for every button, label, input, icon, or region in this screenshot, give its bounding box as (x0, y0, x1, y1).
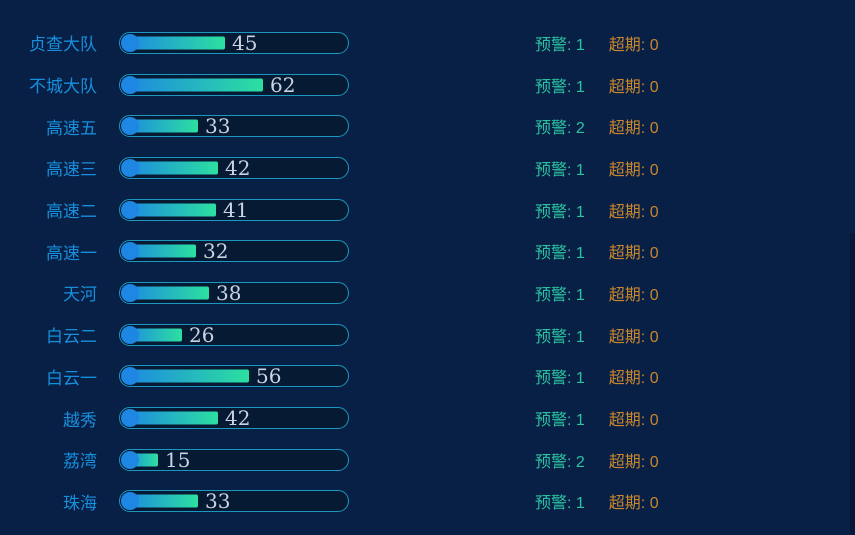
overdue-stat: 超期: 0 (608, 286, 659, 304)
progress-bar: 42 (119, 155, 349, 180)
department-label: 荔湾 (63, 452, 97, 472)
progress-fill (124, 494, 198, 508)
progress-fill (124, 244, 196, 258)
department-row: 天河 38 预警: 1 超期: 0 (0, 272, 855, 314)
warning-stat: 预警: 1 (535, 495, 585, 513)
department-label: 不城大队 (29, 77, 97, 97)
progress-start-dot (121, 492, 139, 511)
department-label: 高速二 (46, 202, 97, 222)
department-label: 珠海 (63, 493, 97, 513)
progress-start-dot (121, 75, 139, 94)
progress-start-dot (121, 283, 139, 302)
overdue-stat: 超期: 0 (608, 36, 659, 54)
progress-bar: 33 (119, 114, 349, 139)
progress-bar: 26 (119, 322, 349, 347)
progress-fill (124, 36, 225, 50)
progress-fill (124, 411, 218, 425)
overdue-stat: 超期: 0 (608, 245, 659, 263)
progress-fill (124, 119, 198, 133)
department-row: 高速五 33 预警: 2 超期: 0 (0, 105, 855, 147)
progress-value: 41 (223, 197, 249, 222)
progress-start-dot (121, 409, 139, 428)
department-row: 荔湾 15 预警: 2 超期: 0 (0, 439, 855, 481)
overdue-stat: 超期: 0 (608, 453, 659, 471)
department-row: 高速二 41 预警: 1 超期: 0 (0, 189, 855, 231)
progress-fill (124, 78, 263, 92)
progress-bar: 45 (119, 30, 349, 55)
progress-fill (124, 161, 218, 175)
warning-stat: 预警: 1 (535, 245, 585, 263)
overdue-stat: 超期: 0 (608, 412, 659, 430)
department-row: 不城大队 62 预警: 1 超期: 0 (0, 64, 855, 106)
progress-bar: 38 (119, 280, 349, 305)
department-row: 珠海 33 预警: 1 超期: 0 (0, 481, 855, 523)
rows-container: 贞查大队 45 预警: 1 超期: 0 不城大队 62 预警: 1 超期: 0 … (0, 22, 855, 522)
warning-stat: 预警: 1 (535, 161, 585, 179)
progress-start-dot (121, 33, 139, 52)
progress-value: 38 (216, 280, 242, 305)
overdue-stat: 超期: 0 (608, 203, 659, 221)
department-label: 高速一 (46, 243, 97, 263)
department-label: 越秀 (63, 410, 97, 430)
department-label: 贞查大队 (29, 35, 97, 55)
progress-value: 45 (232, 30, 258, 55)
department-row: 越秀 42 预警: 1 超期: 0 (0, 397, 855, 439)
department-label: 高速五 (46, 118, 97, 138)
progress-value: 33 (205, 489, 231, 514)
overdue-stat: 超期: 0 (608, 78, 659, 96)
warning-stat: 预警: 1 (535, 203, 585, 221)
department-row: 贞查大队 45 预警: 1 超期: 0 (0, 22, 855, 64)
progress-start-dot (121, 200, 139, 219)
department-label: 天河 (63, 285, 97, 305)
overdue-stat: 超期: 0 (608, 120, 659, 138)
progress-bar: 32 (119, 239, 349, 264)
progress-start-dot (121, 242, 139, 261)
right-edge-strip (850, 233, 855, 535)
progress-value: 42 (225, 155, 251, 180)
progress-bar: 42 (119, 406, 349, 431)
progress-value: 26 (189, 322, 215, 347)
overdue-stat: 超期: 0 (608, 370, 659, 388)
progress-value: 15 (165, 447, 191, 472)
progress-start-dot (121, 367, 139, 386)
progress-start-dot (121, 158, 139, 177)
warning-stat: 预警: 1 (535, 36, 585, 54)
department-label: 白云二 (46, 327, 97, 347)
department-row: 高速三 42 预警: 1 超期: 0 (0, 147, 855, 189)
progress-value: 32 (203, 239, 229, 264)
warning-stat: 预警: 1 (535, 328, 585, 346)
progress-fill (124, 203, 216, 217)
warning-stat: 预警: 2 (535, 453, 585, 471)
department-label: 高速三 (46, 160, 97, 180)
overdue-stat: 超期: 0 (608, 161, 659, 179)
warning-stat: 预警: 1 (535, 370, 585, 388)
overdue-stat: 超期: 0 (608, 328, 659, 346)
department-row: 白云二 26 预警: 1 超期: 0 (0, 314, 855, 356)
progress-bar: 33 (119, 489, 349, 514)
progress-bar: 41 (119, 197, 349, 222)
warning-stat: 预警: 1 (535, 78, 585, 96)
progress-bar: 62 (119, 72, 349, 97)
progress-fill (124, 369, 249, 383)
warning-stat: 预警: 1 (535, 412, 585, 430)
progress-bar: 15 (119, 447, 349, 472)
progress-start-dot (121, 325, 139, 344)
warning-stat: 预警: 1 (535, 286, 585, 304)
progress-start-dot (121, 117, 139, 136)
progress-bar: 56 (119, 364, 349, 389)
department-row: 白云一 56 预警: 1 超期: 0 (0, 356, 855, 398)
progress-value: 62 (270, 72, 296, 97)
progress-start-dot (121, 450, 139, 469)
progress-fill (124, 286, 209, 300)
overdue-stat: 超期: 0 (608, 495, 659, 513)
warning-stat: 预警: 2 (535, 120, 585, 138)
progress-value: 42 (225, 406, 251, 431)
department-row: 高速一 32 预警: 1 超期: 0 (0, 230, 855, 272)
department-label: 白云一 (46, 368, 97, 388)
progress-value: 33 (205, 114, 231, 139)
progress-value: 56 (256, 364, 282, 389)
